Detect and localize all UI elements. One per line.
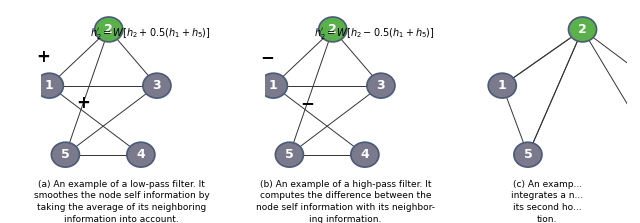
Text: 3: 3 [376,79,385,92]
Text: (c) An examp...
integrates a n...
its second ho...
tion.: (c) An examp... integrates a n... its se… [511,180,583,223]
Text: 5: 5 [524,148,532,161]
Text: $h_2^\prime = W[h_2 + 0.5(h_1 + h_5)]$: $h_2^\prime = W[h_2 + 0.5(h_1 + h_5)]$ [90,26,211,41]
Text: 3: 3 [152,79,161,92]
Ellipse shape [259,73,287,98]
Text: 2: 2 [104,23,113,36]
Ellipse shape [35,73,63,98]
Ellipse shape [488,73,516,98]
Ellipse shape [127,142,155,167]
Text: 1: 1 [45,79,54,92]
Text: 4: 4 [136,148,145,161]
Ellipse shape [367,73,395,98]
Text: +: + [36,48,50,66]
Text: 4: 4 [360,148,369,161]
Text: 2: 2 [578,23,587,36]
Text: 5: 5 [285,148,294,161]
Text: −: − [300,94,314,112]
Ellipse shape [51,142,79,167]
Ellipse shape [514,142,542,167]
Ellipse shape [351,142,379,167]
Text: −: − [260,48,274,66]
Ellipse shape [95,17,123,42]
Text: +: + [76,94,90,112]
Ellipse shape [275,142,303,167]
Text: 2: 2 [328,23,337,36]
Text: 1: 1 [498,79,507,92]
Text: (b) An example of a high-pass filter. It
computes the difference between the
nod: (b) An example of a high-pass filter. It… [256,180,435,223]
Text: 1: 1 [269,79,278,92]
Text: $h_2^\prime = W[h_2 - 0.5(h_1 + h_5)]$: $h_2^\prime = W[h_2 - 0.5(h_1 + h_5)]$ [314,26,435,41]
Text: (a) An example of a low-pass filter. It
smoothes the node self information by
ta: (a) An example of a low-pass filter. It … [34,180,209,223]
Text: 5: 5 [61,148,70,161]
Ellipse shape [143,73,171,98]
Ellipse shape [568,17,596,42]
Ellipse shape [319,17,347,42]
